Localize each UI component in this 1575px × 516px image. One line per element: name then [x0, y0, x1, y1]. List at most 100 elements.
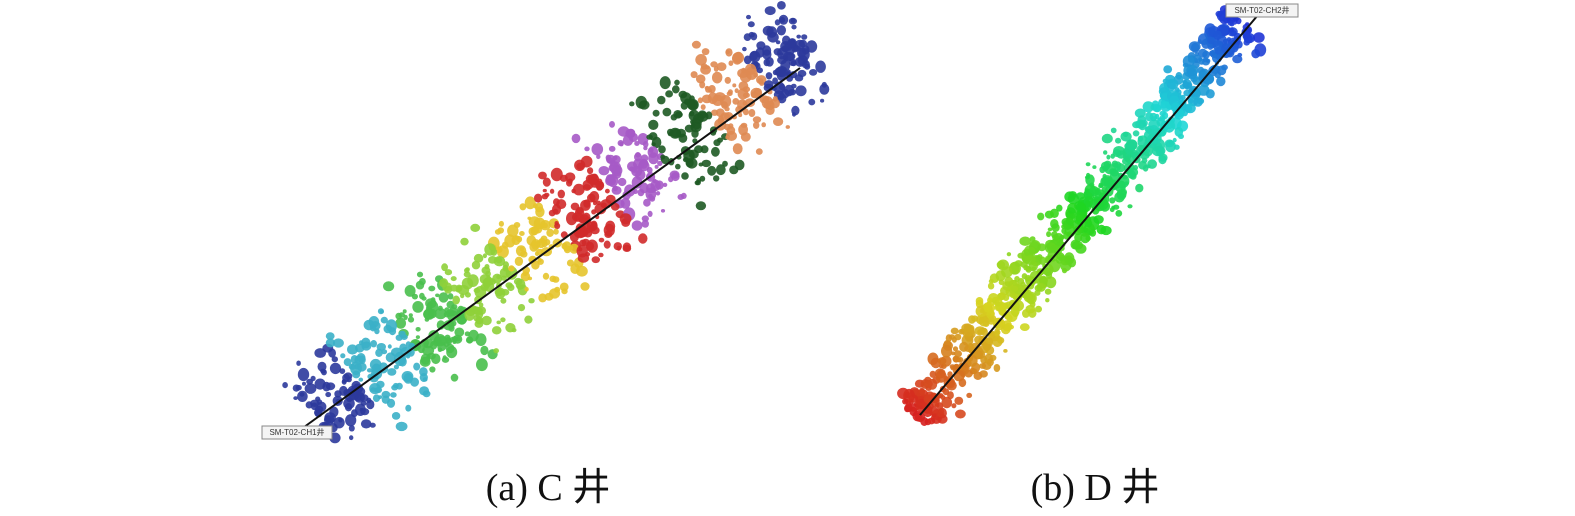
event-dot — [343, 397, 355, 410]
event-dot — [716, 62, 727, 71]
event-dot — [1199, 71, 1205, 78]
event-dot — [643, 198, 651, 207]
event-dot — [659, 76, 671, 90]
event-dot — [446, 300, 455, 309]
event-dot — [950, 327, 959, 335]
event-dot — [542, 272, 550, 280]
event-dot — [711, 94, 724, 106]
event-dot — [484, 243, 496, 256]
event-dot — [582, 184, 591, 191]
event-dot — [1068, 191, 1077, 199]
event-dot — [957, 356, 964, 363]
event-dot — [1235, 17, 1242, 25]
event-dot — [387, 368, 397, 376]
event-dot — [641, 215, 649, 222]
event-dot — [914, 412, 926, 423]
event-dot — [773, 117, 784, 126]
event-dot — [765, 105, 775, 115]
event-dot — [1036, 282, 1046, 292]
event-dot — [325, 338, 336, 348]
event-dot — [1245, 22, 1250, 26]
event-dot — [1132, 130, 1140, 137]
event-dot — [804, 63, 811, 70]
event-dot — [646, 166, 653, 174]
event-dot — [617, 177, 627, 187]
event-dot — [1145, 111, 1153, 122]
event-dot — [517, 304, 526, 312]
event-dot — [395, 317, 407, 329]
event-dot — [360, 419, 372, 429]
event-dot — [359, 340, 364, 346]
event-dot — [1198, 48, 1208, 58]
event-dot — [790, 60, 797, 67]
event-dot — [1134, 108, 1146, 118]
event-dot — [452, 295, 461, 305]
event-dot — [728, 60, 734, 66]
event-dot — [712, 71, 723, 84]
event-dot — [304, 383, 317, 394]
event-dot — [1070, 239, 1081, 250]
event-dot — [648, 119, 659, 130]
event-dot — [437, 335, 448, 345]
event-dot — [1044, 210, 1054, 219]
event-dot — [995, 329, 1001, 336]
event-dot — [793, 45, 801, 52]
event-dot — [1209, 50, 1215, 57]
event-dot — [1086, 172, 1091, 178]
event-dot — [1118, 180, 1126, 188]
event-dot — [1056, 204, 1063, 212]
event-dot — [387, 344, 392, 349]
event-dot — [527, 276, 533, 281]
event-dot — [473, 253, 484, 263]
event-dot — [1137, 135, 1143, 142]
event-dot — [591, 143, 604, 156]
event-dot — [929, 370, 936, 378]
event-dot — [1182, 79, 1192, 89]
event-dot — [724, 106, 730, 112]
event-dot — [342, 378, 347, 384]
event-dot — [1115, 210, 1123, 217]
event-dot — [1035, 305, 1042, 313]
event-dot — [1067, 203, 1078, 214]
event-dot — [328, 348, 336, 358]
event-dot — [1050, 219, 1059, 229]
event-dot — [1158, 153, 1168, 162]
event-dot — [524, 315, 533, 324]
event-dot — [435, 293, 440, 298]
event-dot — [1160, 101, 1172, 112]
event-dot — [524, 286, 529, 292]
event-dot — [442, 355, 447, 360]
event-dot — [493, 256, 506, 267]
event-dot — [715, 164, 726, 176]
event-dot — [1142, 101, 1155, 113]
event-dot — [801, 34, 808, 40]
event-dot — [1162, 78, 1169, 84]
event-dot — [584, 146, 590, 152]
event-dot — [404, 285, 416, 297]
event-dot — [531, 239, 541, 250]
event-dot — [815, 60, 826, 73]
event-dot — [1164, 139, 1175, 148]
event-dot — [651, 136, 662, 149]
event-dot — [1006, 252, 1012, 257]
event-dot — [405, 404, 412, 412]
event-dot — [680, 192, 687, 199]
event-dot — [1098, 184, 1104, 189]
event-dot — [329, 362, 342, 375]
event-dot — [603, 240, 611, 249]
event-dot — [748, 109, 756, 117]
event-dot — [750, 87, 762, 99]
event-dot — [511, 328, 517, 333]
event-dot — [370, 340, 378, 348]
event-dot — [528, 298, 535, 304]
event-dot — [729, 165, 739, 175]
event-dot — [516, 284, 524, 290]
event-dot — [1057, 254, 1066, 261]
event-dot — [645, 187, 657, 201]
event-dot — [674, 79, 680, 86]
event-dot — [695, 54, 707, 66]
event-dot — [647, 146, 659, 158]
event-dot — [419, 278, 426, 286]
event-dot — [646, 134, 653, 140]
event-dot — [535, 206, 545, 218]
